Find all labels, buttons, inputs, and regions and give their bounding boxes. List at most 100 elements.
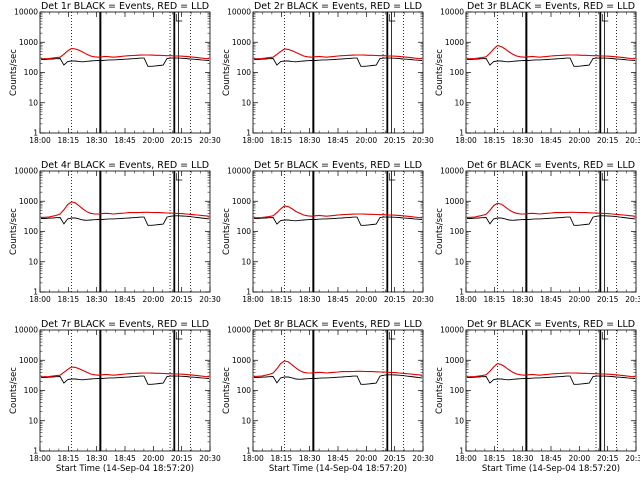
x-tick-label: 20:00	[356, 454, 378, 463]
marker-flag	[388, 14, 396, 22]
y-tick-label: 10	[241, 416, 251, 425]
y-tick-label: 1	[246, 129, 251, 138]
x-tick-label: 18:45	[327, 295, 349, 304]
x-tick-label: 20:30	[625, 295, 640, 304]
x-tick-label: 18:00	[242, 454, 264, 463]
x-tick-label: 18:00	[242, 136, 264, 145]
panel-title: Det 1r BLACK = Events, RED = LLD	[41, 1, 209, 12]
series-line-events	[467, 215, 636, 226]
x-tick-label: 18:30	[512, 454, 534, 463]
x-tick-label: 18:30	[86, 454, 108, 463]
x-tick-label: 20:00	[569, 136, 591, 145]
x-tick-label: 18:45	[540, 454, 562, 463]
y-tick-label: 100	[24, 227, 39, 236]
x-tick-label: 18:00	[29, 136, 51, 145]
detector-panel-8: Det 8r BLACK = Events, RED = LLD 1 10 100 10…	[222, 319, 434, 474]
y-axis-label: Counts/sec	[435, 208, 445, 255]
x-tick-label: 20:30	[412, 454, 434, 463]
y-tick-label: 10	[28, 416, 38, 425]
x-tick-label: 18:45	[114, 454, 136, 463]
panel-title: Det 9r BLACK = Events, RED = LLD	[467, 319, 635, 330]
y-tick-label: 10000	[14, 8, 38, 17]
y-tick-label: 10000	[227, 167, 251, 176]
y-tick-label: 1000	[445, 38, 464, 47]
panel-title: Det 4r BLACK = Events, RED = LLD	[41, 160, 209, 171]
series-line-lld	[253, 205, 423, 219]
series-line-events	[41, 215, 210, 226]
detector-panel-1: Det 1r BLACK = Events, RED = LLD 1 10 100 10…	[9, 1, 221, 145]
x-tick-label: 18:45	[327, 454, 349, 463]
detector-panel-5: Det 5r BLACK = Events, RED = LLD 1 10 100 10…	[222, 160, 434, 304]
plot-frame	[39, 329, 211, 452]
y-axis-label: Counts/sec	[435, 367, 445, 414]
y-tick-label: 100	[237, 68, 252, 77]
x-tick-label: 20:30	[625, 136, 640, 145]
x-tick-label: 18:15	[58, 454, 80, 463]
x-tick-label: 18:30	[512, 136, 534, 145]
x-tick-label: 18:15	[271, 454, 293, 463]
series-line-events	[41, 57, 210, 67]
x-tick-label: 20:15	[171, 295, 193, 304]
x-tick-label: 20:00	[356, 295, 378, 304]
y-tick-label: 100	[24, 68, 39, 77]
detector-panel-7: Det 7r BLACK = Events, RED = LLD 1 10 100 10…	[9, 319, 221, 474]
x-tick-label: 20:00	[143, 136, 165, 145]
x-tick-label: 20:00	[356, 136, 378, 145]
y-tick-label: 1000	[445, 356, 464, 365]
x-axis-label: Start Time (14-Sep-04 18:57:20)	[269, 464, 407, 474]
x-tick-label: 20:15	[384, 136, 406, 145]
x-tick-label: 18:00	[455, 136, 477, 145]
y-tick-label: 10000	[440, 167, 464, 176]
x-tick-label: 20:15	[597, 136, 619, 145]
y-tick-label: 1000	[19, 38, 38, 47]
marker-flag	[175, 14, 183, 22]
x-tick-label: 20:30	[199, 454, 221, 463]
detector-panel-6: Det 6r BLACK = Events, RED = LLD 1 10 100 10…	[435, 160, 640, 304]
x-tick-label: 18:45	[114, 136, 136, 145]
panel-title: Det 3r BLACK = Events, RED = LLD	[467, 1, 635, 12]
x-tick-label: 18:00	[455, 454, 477, 463]
x-tick-label: 18:15	[484, 136, 506, 145]
y-tick-label: 100	[237, 227, 252, 236]
series-line-lld	[466, 202, 636, 219]
y-axis-label: Counts/sec	[222, 49, 232, 96]
series-line-lld	[40, 47, 210, 60]
series-line-events	[254, 57, 423, 67]
x-tick-label: 18:45	[540, 295, 562, 304]
marker-flag	[175, 173, 183, 181]
y-tick-label: 10000	[227, 8, 251, 17]
panel-title: Det 2r BLACK = Events, RED = LLD	[254, 1, 422, 12]
y-tick-label: 1	[459, 447, 464, 456]
x-axis-label: Start Time (14-Sep-04 18:57:20)	[482, 464, 620, 474]
series-line-events	[467, 57, 636, 67]
y-axis-label: Counts/sec	[9, 208, 19, 255]
x-tick-label: 18:15	[484, 295, 506, 304]
y-tick-label: 10	[454, 416, 464, 425]
y-tick-label: 10	[241, 98, 251, 107]
y-tick-label: 1000	[19, 356, 38, 365]
plot-frame	[39, 11, 211, 134]
y-tick-label: 10	[454, 98, 464, 107]
y-tick-label: 10000	[440, 326, 464, 335]
plot-frame	[465, 170, 637, 293]
plot-frame	[39, 170, 211, 293]
y-axis-label: Counts/sec	[9, 367, 19, 414]
x-tick-label: 18:15	[58, 295, 80, 304]
x-tick-label: 20:15	[384, 454, 406, 463]
x-tick-label: 18:15	[271, 136, 293, 145]
series-line-events	[254, 374, 423, 385]
series-line-lld	[466, 362, 636, 378]
series-line-events	[254, 216, 423, 226]
x-tick-label: 20:15	[384, 295, 406, 304]
series-line-lld	[253, 48, 423, 60]
x-tick-label: 18:45	[327, 136, 349, 145]
x-axis-label: Start Time (14-Sep-04 18:57:20)	[56, 464, 194, 474]
series-line-lld	[40, 366, 210, 378]
x-tick-label: 20:30	[199, 295, 221, 304]
y-tick-label: 10000	[14, 326, 38, 335]
y-tick-label: 100	[450, 227, 465, 236]
y-tick-label: 1	[33, 447, 38, 456]
plot-frame	[252, 170, 424, 293]
y-tick-label: 1000	[445, 197, 464, 206]
y-tick-label: 1000	[19, 197, 38, 206]
